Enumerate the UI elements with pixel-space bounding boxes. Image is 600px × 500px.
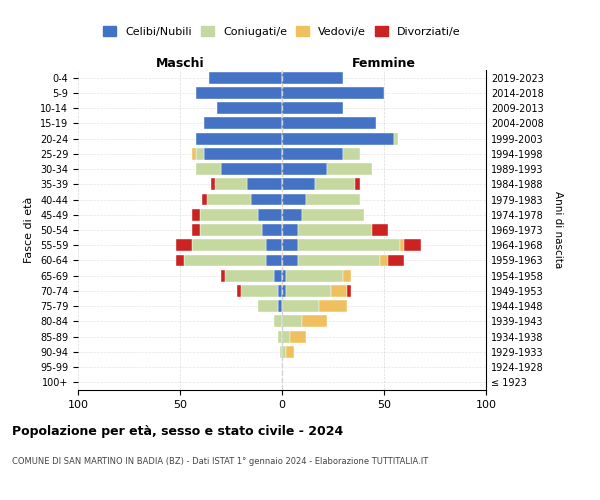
- Bar: [206, 194, 251, 205]
- Bar: [192, 209, 200, 220]
- Bar: [400, 240, 404, 251]
- Bar: [372, 224, 388, 236]
- Bar: [286, 346, 294, 358]
- Bar: [343, 148, 359, 160]
- Bar: [217, 102, 282, 114]
- Bar: [266, 254, 282, 266]
- Bar: [262, 224, 282, 236]
- Bar: [307, 194, 359, 205]
- Bar: [280, 346, 282, 358]
- Text: Maschi: Maschi: [155, 57, 205, 70]
- Bar: [278, 330, 282, 342]
- Bar: [192, 240, 266, 251]
- Bar: [205, 118, 282, 130]
- Bar: [196, 132, 282, 144]
- Bar: [380, 254, 388, 266]
- Bar: [282, 285, 286, 297]
- Bar: [394, 132, 398, 144]
- Legend: Celibi/Nubili, Coniugati/e, Vedovi/e, Divorziati/e: Celibi/Nubili, Coniugati/e, Vedovi/e, Di…: [103, 26, 461, 36]
- Bar: [221, 270, 225, 281]
- Text: COMUNE DI SAN MARTINO IN BADIA (BZ) - Dati ISTAT 1° gennaio 2024 - Elaborazione : COMUNE DI SAN MARTINO IN BADIA (BZ) - Da…: [12, 458, 428, 466]
- Y-axis label: Anni di nascita: Anni di nascita: [553, 192, 563, 268]
- Bar: [196, 87, 282, 99]
- Bar: [286, 270, 343, 281]
- Bar: [209, 72, 282, 84]
- Bar: [282, 330, 290, 342]
- Bar: [278, 285, 282, 297]
- Bar: [343, 270, 352, 281]
- Bar: [241, 285, 278, 297]
- Bar: [215, 178, 247, 190]
- Bar: [327, 163, 372, 175]
- Bar: [221, 163, 282, 175]
- Bar: [211, 178, 215, 190]
- Bar: [282, 300, 319, 312]
- Bar: [205, 148, 282, 160]
- Bar: [278, 300, 282, 312]
- Bar: [282, 270, 286, 281]
- Bar: [257, 209, 282, 220]
- Text: Popolazione per età, sesso e stato civile - 2024: Popolazione per età, sesso e stato civil…: [12, 425, 343, 438]
- Bar: [282, 209, 302, 220]
- Bar: [282, 163, 327, 175]
- Bar: [282, 118, 376, 130]
- Bar: [282, 87, 384, 99]
- Bar: [355, 178, 359, 190]
- Bar: [298, 254, 380, 266]
- Bar: [247, 178, 282, 190]
- Bar: [282, 132, 394, 144]
- Bar: [274, 270, 282, 281]
- Bar: [319, 300, 347, 312]
- Bar: [282, 346, 286, 358]
- Bar: [202, 194, 206, 205]
- Bar: [184, 254, 266, 266]
- Bar: [196, 163, 221, 175]
- Bar: [251, 194, 282, 205]
- Bar: [200, 224, 262, 236]
- Y-axis label: Fasce di età: Fasce di età: [25, 197, 34, 263]
- Bar: [192, 224, 200, 236]
- Bar: [176, 240, 192, 251]
- Bar: [404, 240, 421, 251]
- Bar: [274, 316, 282, 328]
- Bar: [282, 240, 298, 251]
- Bar: [196, 148, 205, 160]
- Bar: [266, 240, 282, 251]
- Text: Femmine: Femmine: [352, 57, 416, 70]
- Bar: [192, 148, 196, 160]
- Bar: [282, 254, 298, 266]
- Bar: [388, 254, 404, 266]
- Bar: [331, 285, 347, 297]
- Bar: [302, 209, 364, 220]
- Bar: [282, 178, 314, 190]
- Bar: [282, 224, 298, 236]
- Bar: [282, 148, 343, 160]
- Bar: [257, 300, 278, 312]
- Bar: [298, 240, 400, 251]
- Bar: [314, 178, 355, 190]
- Bar: [176, 254, 184, 266]
- Bar: [282, 72, 343, 84]
- Bar: [237, 285, 241, 297]
- Bar: [290, 330, 307, 342]
- Bar: [282, 102, 343, 114]
- Bar: [302, 316, 327, 328]
- Bar: [282, 194, 307, 205]
- Bar: [298, 224, 372, 236]
- Bar: [286, 285, 331, 297]
- Bar: [225, 270, 274, 281]
- Bar: [282, 316, 302, 328]
- Bar: [347, 285, 352, 297]
- Bar: [200, 209, 257, 220]
